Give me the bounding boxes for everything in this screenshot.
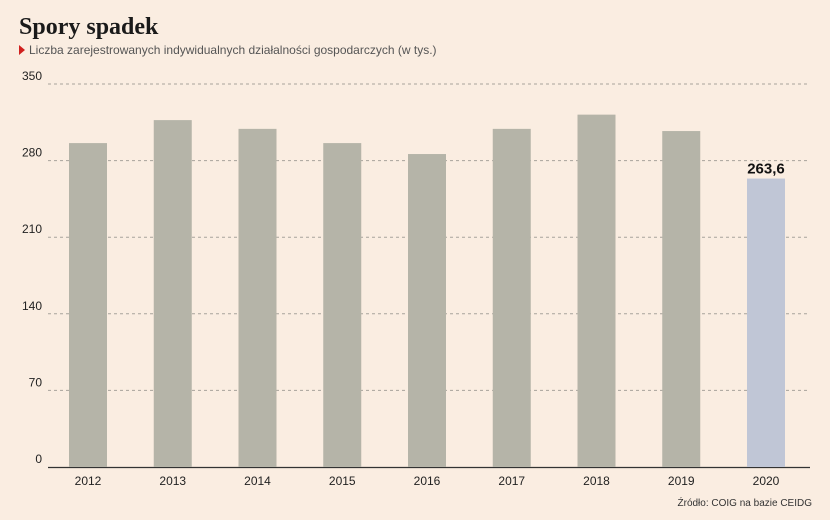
bar-2016 (408, 154, 446, 467)
y-tick-label: 0 (35, 452, 42, 466)
data-label-2020: 263,6 (747, 161, 785, 178)
subtitle-text: Liczba zarejestrowanych indywidualnych d… (29, 43, 437, 57)
bar-2013 (153, 120, 192, 468)
bar-2015 (323, 143, 362, 467)
chart-title: Spory spadek (19, 14, 159, 40)
y-tick-label: 280 (22, 146, 42, 160)
y-tick-label: 70 (29, 375, 43, 389)
x-tick-label: 2015 (329, 474, 356, 488)
y-tick-label: 350 (22, 69, 42, 83)
labels: 0 70 140 210 280 350 2012 2013 2014 2015 2016 2017 2… (22, 69, 785, 488)
x-tick-label: 2017 (498, 474, 525, 488)
bars (69, 114, 785, 468)
bar-2018 (577, 114, 616, 467)
source-note: Źródło: COIG na bazie CEIDG (677, 498, 813, 509)
x-tick-label: 2020 (753, 474, 780, 488)
x-tick-label: 2012 (75, 474, 102, 488)
bar-2014 (238, 128, 277, 467)
x-tick-label: 2019 (668, 474, 695, 488)
x-tick-label: 2016 (414, 474, 441, 488)
x-tick-label: 2013 (159, 474, 186, 488)
y-tick-label: 210 (22, 222, 42, 236)
x-tick-label: 2018 (583, 474, 610, 488)
bar-2019 (662, 131, 701, 467)
triangle-marker-icon (19, 45, 25, 55)
x-tick-label: 2014 (244, 474, 271, 488)
bar-2017 (492, 128, 531, 467)
bar-2020 (747, 178, 785, 468)
bar-2012 (69, 143, 107, 467)
y-tick-label: 140 (22, 299, 42, 313)
chart-subtitle: Liczba zarejestrowanych indywidualnych d… (19, 43, 437, 57)
